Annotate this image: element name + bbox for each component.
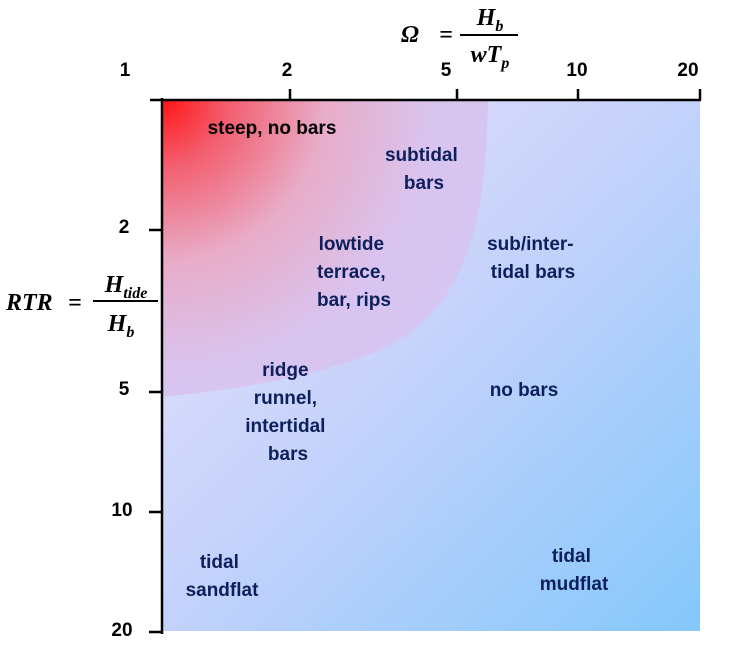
- region-label-steep: steep, no bars: [208, 118, 337, 139]
- region-label-subtidal: subtidal bars: [385, 145, 463, 194]
- region-label-lowtide: lowtide terrace, bar, rips: [317, 234, 391, 311]
- y-tick-label: 10: [111, 500, 132, 521]
- x-tick-label: 5: [441, 60, 452, 81]
- x-tick-label: 10: [566, 60, 587, 81]
- region-label-tidal-mudflat: tidal mudflat: [540, 546, 609, 595]
- x-tick-label: 1: [120, 60, 131, 81]
- region-label-ridge-runnel: ridge runnel, intertidal bars: [245, 360, 331, 465]
- y-axis-equals: =: [68, 290, 82, 316]
- x-tick-label: 2: [282, 60, 293, 81]
- y-tick-label: 20: [111, 620, 132, 641]
- y-axis-denominator: Hb: [107, 311, 135, 341]
- region-label-no-bars: no bars: [490, 380, 559, 401]
- region-label-sub-intertidal: sub/inter- tidal bars: [487, 234, 579, 283]
- y-axis-symbol: RTR: [5, 290, 53, 316]
- y-tick-label: 5: [119, 379, 130, 400]
- steep-region: [162, 100, 488, 397]
- x-axis-numerator: Hb: [476, 5, 504, 35]
- x-axis-denominator: wTp: [471, 42, 510, 72]
- y-tick-label: 2: [119, 217, 130, 238]
- x-axis-formula: Ω = Hb wTp: [401, 5, 518, 72]
- x-tick-label: 20: [677, 60, 698, 81]
- y-axis-formula: RTR = Htide Hb: [5, 272, 158, 341]
- x-axis-equals: =: [439, 22, 453, 48]
- region-label-tidal-sandflat: tidal sandflat: [186, 552, 260, 601]
- y-axis-numerator: Htide: [104, 272, 148, 302]
- x-axis-symbol: Ω: [401, 22, 419, 48]
